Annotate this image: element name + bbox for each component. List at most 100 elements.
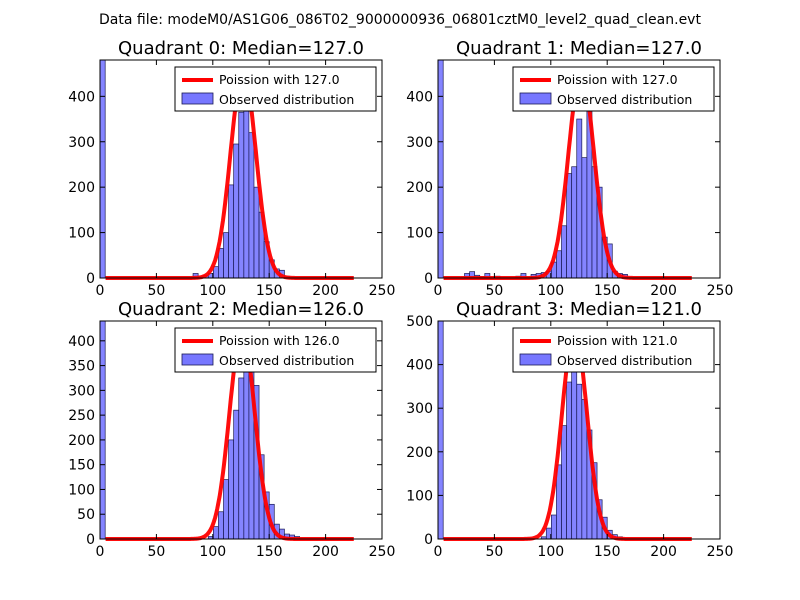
quadrant-3-axes-frame — [437, 320, 721, 540]
histogram-bar — [233, 409, 240, 540]
figure-suptitle: Data file: modeM0/AS1G06_086T02_90000009… — [99, 12, 701, 28]
x-tick-label: 100 — [537, 544, 564, 560]
x-tick-label: 150 — [256, 544, 283, 560]
histogram-bar — [248, 132, 255, 279]
histogram-bar — [228, 184, 235, 279]
quadrant-0-axes-frame — [99, 59, 383, 279]
histogram-bar — [566, 381, 573, 540]
quadrant-2-legend: Poission with 126.0 Observed distribution — [174, 327, 377, 373]
quadrant-3-observed-bars — [437, 320, 623, 540]
quadrant-0-panel: Quadrant 0: Median=127.0 0 50 100 150 200 250 0… — [68, 38, 395, 299]
histogram-bar — [571, 166, 578, 279]
legend-observed-swatch — [519, 92, 552, 105]
x-tick-label: 150 — [594, 544, 621, 560]
x-tick-label: 200 — [650, 283, 677, 299]
y-tick-label: 300 — [68, 135, 95, 151]
x-tick-label: 0 — [96, 544, 105, 560]
x-tick-label: 100 — [199, 544, 226, 560]
x-tick-label: 150 — [594, 283, 621, 299]
histogram-bar — [437, 59, 444, 279]
y-tick-label: 400 — [68, 334, 95, 350]
x-tick-label: 250 — [707, 283, 734, 299]
quadrant-1-axes-frame — [437, 59, 721, 279]
quadrant-2-title: Quadrant 2: Median=126.0 — [118, 299, 364, 320]
x-tick-label: 0 — [434, 283, 443, 299]
y-tick-label: 500 — [406, 314, 433, 330]
histogram-bar — [571, 344, 578, 540]
quadrant-0-title: Quadrant 0: Median=127.0 — [118, 38, 364, 59]
y-tick-label: 300 — [68, 383, 95, 399]
histogram-bar — [238, 377, 245, 540]
y-tick-label: 200 — [406, 180, 433, 196]
histogram-bar — [223, 479, 229, 540]
x-tick-label: 250 — [369, 544, 396, 560]
histogram-bar — [566, 173, 573, 279]
legend-observed-label: Observed distribution — [557, 92, 692, 107]
quadrant-1-legend: Poission with 127.0 Observed distribution — [512, 66, 715, 112]
y-tick-label: 400 — [68, 89, 95, 105]
histogram-bar — [223, 232, 229, 279]
quadrant-1-title: Quadrant 1: Median=127.0 — [456, 38, 702, 59]
legend-observed-swatch — [181, 353, 214, 366]
histogram-bar — [99, 59, 106, 279]
histogram-bar — [213, 266, 219, 279]
quadrant-3-legend: Poission with 121.0 Observed distribution — [512, 327, 715, 373]
x-tick-label: 250 — [369, 283, 396, 299]
quadrant-3-title: Quadrant 3: Median=121.0 — [456, 299, 702, 320]
y-tick-label: 300 — [406, 401, 433, 417]
histogram-bar — [228, 439, 235, 540]
x-tick-label: 100 — [537, 283, 564, 299]
x-tick-label: 50 — [485, 544, 503, 560]
quadrant-2-panel: Quadrant 2: Median=126.0 0 50 100 150 200 250 0… — [68, 299, 395, 560]
histogram-bar — [551, 514, 557, 540]
histogram-bar — [556, 250, 562, 279]
quadrant-1-panel: Quadrant 1: Median=127.0 0 50 100 150 200 250 0… — [406, 38, 733, 299]
y-tick-label: 300 — [406, 135, 433, 151]
quadrant-3-panel: Quadrant 3: Median=121.0 0 50 100 150 200 250 0… — [406, 299, 733, 560]
y-tick-label: 350 — [68, 359, 95, 375]
quadrant-0-legend: Poission with 127.0 Observed distribution — [174, 66, 377, 112]
legend-poisson-label: Poission with 127.0 — [557, 72, 678, 87]
y-tick-label: 400 — [406, 89, 433, 105]
y-tick-label: 200 — [68, 433, 95, 449]
legend-observed-swatch — [181, 92, 214, 105]
x-tick-label: 200 — [650, 544, 677, 560]
legend-observed-swatch — [519, 353, 552, 366]
histogram-bar — [213, 526, 219, 540]
y-tick-label: 150 — [68, 458, 95, 474]
y-tick-label: 250 — [68, 408, 95, 424]
x-tick-label: 0 — [96, 283, 105, 299]
y-tick-label: 50 — [77, 507, 95, 523]
y-tick-label: 100 — [406, 488, 433, 504]
y-tick-label: 0 — [86, 532, 95, 548]
histogram-bar — [576, 118, 583, 279]
x-tick-label: 50 — [485, 283, 503, 299]
quadrant-2-axes-frame — [99, 320, 383, 540]
y-tick-label: 400 — [406, 358, 433, 374]
histogram-bar — [218, 511, 224, 540]
x-tick-label: 100 — [199, 283, 226, 299]
legend-poisson-label: Poission with 126.0 — [219, 333, 340, 348]
x-tick-label: 150 — [256, 283, 283, 299]
y-tick-label: 200 — [406, 445, 433, 461]
histogram-bar — [437, 320, 444, 540]
histogram-bar — [253, 186, 260, 279]
legend-poisson-label: Poission with 121.0 — [557, 333, 678, 348]
legend-observed-label: Observed distribution — [219, 92, 354, 107]
x-tick-label: 200 — [312, 283, 339, 299]
y-tick-label: 100 — [68, 482, 95, 498]
x-tick-label: 250 — [707, 544, 734, 560]
y-tick-label: 200 — [68, 180, 95, 196]
x-tick-label: 50 — [147, 283, 165, 299]
legend-observed-label: Observed distribution — [219, 353, 354, 368]
histogram-bar — [99, 320, 106, 540]
histogram-bar — [561, 225, 567, 279]
histogram-bar — [576, 383, 583, 540]
legend-poisson-label: Poission with 127.0 — [219, 72, 340, 87]
histogram-bar — [238, 111, 245, 279]
y-tick-label: 0 — [424, 532, 433, 548]
x-tick-label: 200 — [312, 544, 339, 560]
legend-observed-label: Observed distribution — [557, 353, 692, 368]
x-tick-label: 50 — [147, 544, 165, 560]
